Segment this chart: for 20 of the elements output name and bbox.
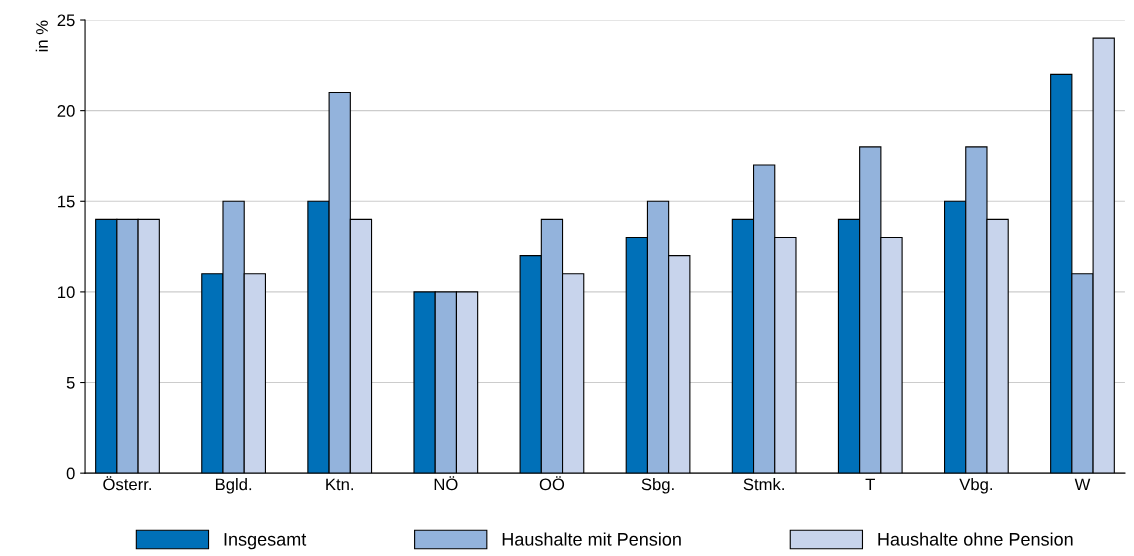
y-tick-label: 25 (57, 14, 75, 27)
x-tick-label: Vbg. (959, 478, 992, 494)
x-tick-label: Stmk. (743, 478, 784, 491)
y-tick-label: 5 (66, 377, 75, 389)
y-tick-label: 0 (66, 467, 75, 480)
y-tick-label: 10 (58, 286, 75, 299)
y-tick-label: 15 (58, 195, 75, 208)
x-tick-label: W (1074, 478, 1091, 491)
x-tick-label: Österr. (103, 476, 151, 491)
x-tick-label: OÖ (539, 476, 565, 491)
x-tick-label: Ktn. (326, 478, 354, 491)
legend-label: Haushalte ohne Pension (878, 532, 1073, 546)
x-tick-label: Sbg. (641, 478, 674, 494)
y-axis-title: in % (35, 20, 48, 52)
x-tick-label: NÖ (434, 476, 458, 491)
legend-label: Haushalte mit Pension (502, 532, 681, 546)
legend-label: Insgesamt (224, 533, 307, 550)
x-tick-label: T (865, 478, 875, 491)
y-tick-label: 20 (57, 105, 75, 117)
x-tick-label: Bgld. (215, 478, 252, 494)
